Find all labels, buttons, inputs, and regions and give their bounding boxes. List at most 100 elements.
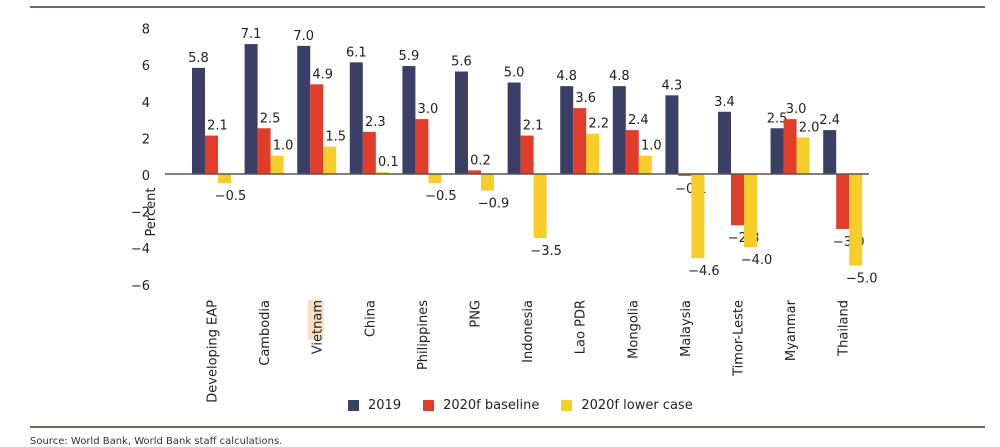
x-tick-label-cambodia: Cambodia — [258, 300, 273, 366]
bar-2020f-lower-case-cambodia — [270, 155, 284, 174]
data-label: 2.1 — [523, 119, 544, 134]
data-label: 1.0 — [641, 139, 662, 154]
data-label: 5.8 — [188, 51, 209, 66]
legend-item-2020f-lower-case: 2020f lower case — [561, 398, 693, 413]
data-label: 4.8 — [556, 69, 577, 84]
data-label: 4.8 — [609, 69, 630, 84]
bar-2020f-baseline-cambodia — [257, 128, 271, 174]
data-label: 2.4 — [819, 113, 840, 128]
data-label: 0.1 — [378, 155, 399, 170]
legend-label-2019: 2019 — [368, 398, 402, 413]
data-label: 2.4 — [628, 113, 649, 128]
bar-2020f-baseline-developing-eap — [205, 135, 218, 174]
x-tick-label-developing-eap: Developing EAP — [206, 300, 221, 403]
bar-2020f-lower-case-thailand — [849, 174, 863, 266]
bar-2020f-baseline-thailand — [836, 174, 850, 229]
data-label: −0.5 — [215, 189, 247, 204]
data-label: −0.5 — [425, 189, 457, 204]
data-label: 2.0 — [799, 120, 820, 135]
data-label: 4.9 — [312, 67, 333, 82]
data-label: 7.1 — [241, 27, 262, 42]
bar-2020f-baseline-philippines — [415, 119, 429, 174]
bar-2020f-lower-case-png — [481, 174, 494, 191]
bar-2020f-baseline-indonesia — [520, 135, 534, 174]
bar-2019-philippines — [402, 66, 416, 174]
data-label: 5.9 — [399, 49, 420, 64]
bar-2020f-baseline-timor-leste — [731, 174, 744, 226]
y-tick-label: 6 — [142, 59, 150, 74]
data-label: −0.9 — [478, 196, 510, 211]
bar-2020f-baseline-vietnam — [310, 84, 324, 174]
data-label: 2.1 — [207, 119, 228, 134]
data-label: 5.0 — [504, 66, 525, 81]
data-label: 5.6 — [451, 55, 472, 70]
bar-2020f-lower-case-mongolia — [638, 155, 652, 174]
x-tick-label-philippines: Philippines — [416, 300, 431, 370]
data-label: 6.1 — [346, 45, 367, 60]
data-label: 3.6 — [575, 91, 596, 106]
legend-label-2020f-lower-case: 2020f lower case — [581, 398, 693, 413]
bar-2019-png — [455, 71, 468, 174]
data-label: −5.0 — [846, 272, 878, 287]
data-label: 0.2 — [470, 153, 491, 168]
bar-2019-vietnam — [297, 45, 311, 175]
bar-2020f-baseline-mongolia — [625, 130, 639, 174]
data-label: 2.5 — [767, 111, 788, 126]
y-tick-label: −4 — [131, 242, 150, 257]
x-tick-label-myanmar: Myanmar — [784, 299, 799, 361]
bar-2020f-baseline-lao-pdr — [573, 108, 587, 174]
bar-2019-malaysia — [665, 95, 679, 174]
data-label: 2.3 — [365, 115, 386, 130]
bar-2020f-baseline-myanmar — [783, 119, 797, 174]
data-label: −4.6 — [688, 264, 720, 279]
source-note: Source: World Bank, World Bank staff cal… — [30, 436, 283, 447]
legend-item-2020f-baseline: 2020f baseline — [423, 398, 539, 413]
data-label: 7.0 — [293, 29, 314, 44]
bar-2019-cambodia — [244, 44, 258, 174]
y-tick-label: −2 — [131, 206, 150, 221]
x-tick-label-mongolia: Mongolia — [626, 300, 641, 359]
data-label: 1.0 — [273, 139, 294, 154]
y-tick-label: 0 — [142, 169, 150, 184]
bar-2019-mongolia — [612, 86, 626, 174]
legend-swatch-2019 — [348, 400, 359, 411]
x-tick-label-thailand: Thailand — [837, 300, 852, 357]
data-label: 2.2 — [588, 117, 609, 132]
bar-2020f-lower-case-developing-eap — [218, 174, 231, 184]
y-tick-label: 8 — [142, 23, 150, 38]
data-label: 2.5 — [260, 111, 281, 126]
bar-2019-lao-pdr — [560, 86, 574, 174]
bar-2019-timor-leste — [718, 111, 731, 174]
bar-2019-indonesia — [507, 82, 521, 174]
x-tick-label-lao-pdr: Lao PDR — [574, 300, 589, 354]
y-tick-label: −6 — [131, 279, 150, 294]
bar-2019-china — [349, 62, 363, 175]
data-label: 1.5 — [325, 130, 346, 145]
x-tick-label-indonesia: Indonesia — [521, 300, 536, 363]
bar-2020f-lower-case-philippines — [428, 174, 442, 184]
legend: 2019 2020f baseline 2020f lower case — [348, 398, 715, 413]
legend-swatch-2020f-baseline — [423, 400, 435, 411]
bar-2020f-lower-case-lao-pdr — [586, 133, 600, 174]
x-tick-label-malaysia: Malaysia — [679, 300, 694, 357]
bar-2020f-lower-case-malaysia — [691, 174, 705, 259]
bar-2020f-baseline-china — [362, 131, 376, 174]
bar-2020f-lower-case-vietnam — [323, 146, 337, 174]
y-axis-label: Percent — [144, 188, 159, 237]
data-label: 4.3 — [662, 78, 683, 93]
data-label: −3.5 — [530, 244, 562, 259]
bottom-rule — [30, 426, 985, 428]
legend-item-2019: 2019 — [348, 398, 401, 413]
x-tick-label-china: China — [363, 300, 378, 337]
bar-2020f-lower-case-timor-leste — [744, 174, 757, 248]
data-label: 3.4 — [714, 95, 735, 110]
data-label: −4.0 — [741, 253, 773, 268]
top-rule — [30, 6, 985, 8]
y-tick-label: 4 — [142, 96, 150, 111]
bar-2020f-lower-case-myanmar — [796, 137, 810, 174]
data-label: 3.0 — [418, 102, 439, 117]
x-tick-label-png: PNG — [469, 300, 484, 328]
legend-label-2020f-baseline: 2020f baseline — [443, 398, 540, 413]
bar-2020f-lower-case-china — [375, 172, 389, 174]
legend-swatch-2020f-lower-case — [561, 400, 573, 411]
